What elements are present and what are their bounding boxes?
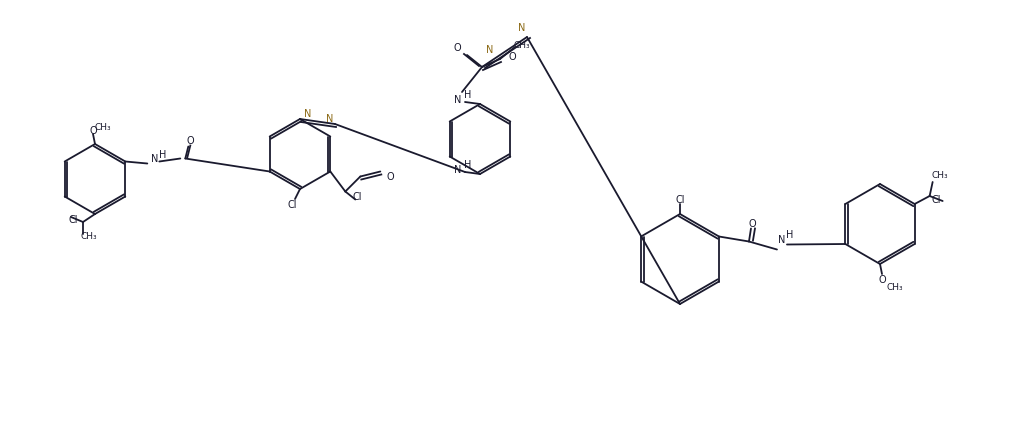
- Text: CH₃: CH₃: [931, 170, 948, 179]
- Text: Cl: Cl: [675, 194, 684, 204]
- Text: O: O: [508, 52, 516, 62]
- Text: N: N: [305, 109, 312, 119]
- Text: O: O: [387, 172, 394, 182]
- Text: O: O: [748, 219, 755, 229]
- Text: N: N: [519, 23, 526, 33]
- Text: N: N: [487, 45, 494, 55]
- Text: O: O: [453, 43, 461, 53]
- Text: N: N: [455, 164, 462, 174]
- Text: O: O: [878, 274, 886, 284]
- Text: H: H: [786, 230, 793, 240]
- Text: CH₃: CH₃: [887, 282, 903, 291]
- Text: CH₃: CH₃: [513, 40, 530, 49]
- Text: N: N: [778, 235, 786, 245]
- Text: H: H: [158, 150, 166, 160]
- Text: H: H: [464, 160, 471, 170]
- Text: Cl: Cl: [932, 194, 942, 204]
- Text: N: N: [150, 154, 158, 164]
- Text: CH₃: CH₃: [95, 122, 111, 131]
- Text: CH₃: CH₃: [80, 232, 98, 241]
- Text: H: H: [464, 90, 471, 100]
- Text: O: O: [186, 136, 194, 146]
- Text: Cl: Cl: [68, 214, 78, 224]
- Text: Cl: Cl: [287, 200, 296, 210]
- Text: Cl: Cl: [353, 192, 362, 202]
- Text: N: N: [326, 114, 333, 124]
- Text: O: O: [90, 126, 97, 136]
- Text: N: N: [455, 95, 462, 105]
